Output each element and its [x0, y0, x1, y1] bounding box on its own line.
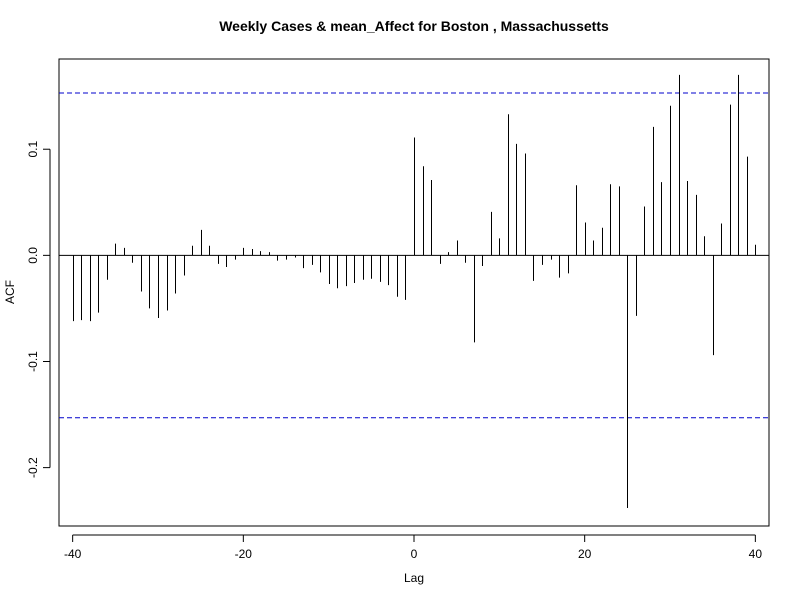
y-axis-label: ACF	[3, 280, 17, 304]
x-tick-label: 20	[578, 547, 592, 561]
y-tick-label: -0.2	[26, 457, 40, 478]
x-tick-label: 0	[411, 547, 418, 561]
chart-title: Weekly Cases & mean_Affect for Boston , …	[219, 18, 609, 34]
y-tick-label: 0.0	[26, 247, 40, 264]
x-axis-label: Lag	[404, 571, 424, 585]
x-tick-label: -40	[64, 547, 82, 561]
y-tick-label: -0.1	[26, 351, 40, 372]
y-tick-label: 0.1	[26, 141, 40, 158]
plot-frame	[58, 58, 770, 527]
x-tick-label: -20	[235, 547, 253, 561]
x-tick-label: 40	[749, 547, 763, 561]
plot-area: -40 -20 0 20 40 -0.2 -0.1 0.0 0.1	[26, 58, 770, 561]
